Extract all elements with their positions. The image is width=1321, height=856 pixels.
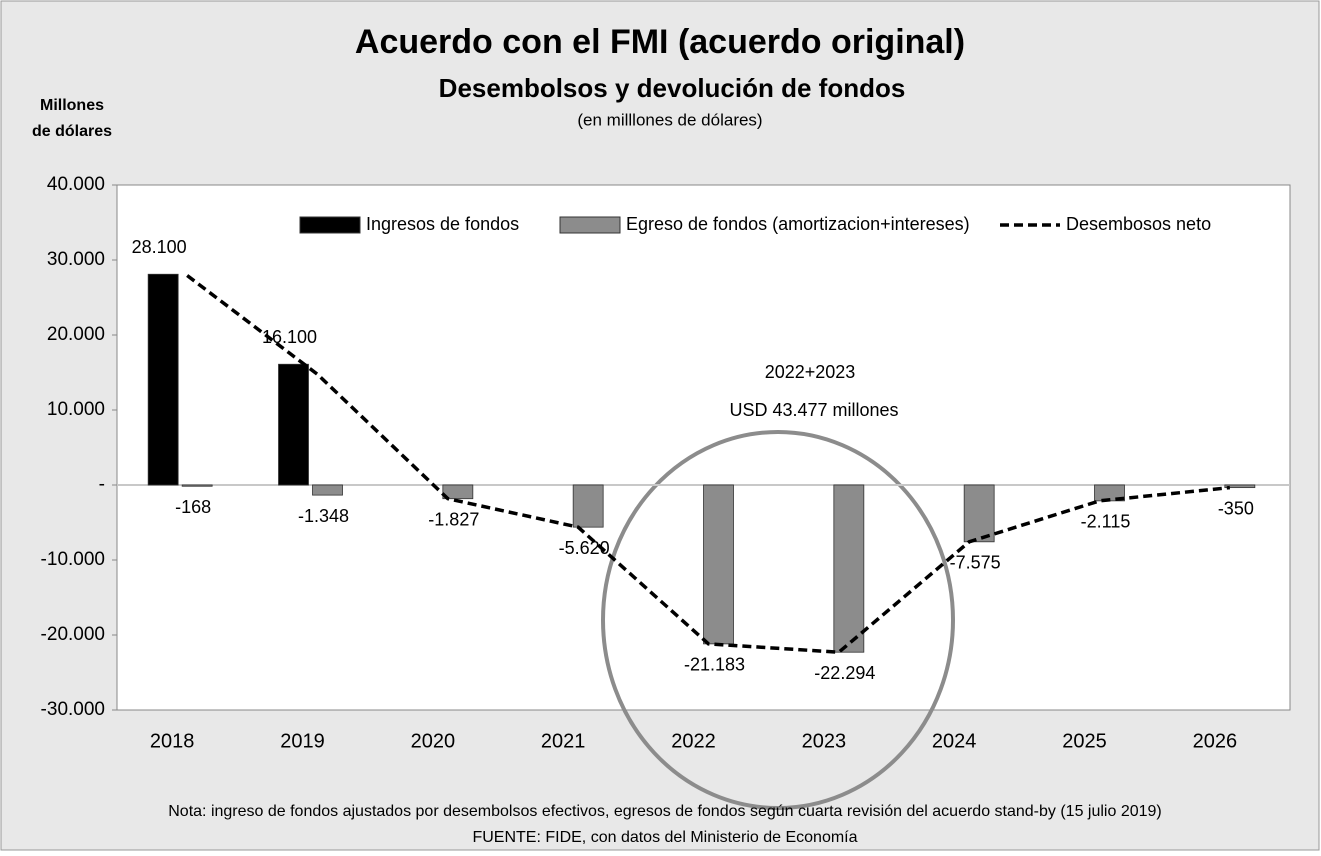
annotation: USD 43.477 millones: [729, 400, 898, 420]
legend-swatch: [559, 216, 621, 234]
y-tick-label: -: [99, 474, 105, 495]
line: [186, 274, 1231, 654]
bar: [833, 484, 865, 653]
x-tick-label: 2019: [280, 730, 325, 752]
legend-label: Ingresos de fondos: [366, 214, 519, 234]
bar: [442, 484, 474, 500]
x-tick-label: 2018: [150, 730, 195, 752]
note: Nota: ingreso de fondos ajustados por de…: [168, 803, 1162, 820]
chart-subtitle: (en milllones de dólares): [577, 110, 762, 129]
data-label: -2.115: [1081, 512, 1131, 532]
y-axis-label: Millones: [40, 97, 104, 114]
bar: [147, 273, 179, 486]
x-tick-label: 2021: [541, 730, 586, 752]
x-tick-label: 2024: [932, 730, 977, 752]
legend-swatch: [299, 216, 361, 234]
y-tick-label: -20.000: [41, 624, 105, 645]
bar: [1224, 484, 1256, 489]
data-label: 16.100: [262, 327, 317, 347]
data-label: -1.827: [428, 509, 479, 529]
highlight-circle: [601, 430, 955, 810]
data-label: 28.100: [132, 237, 187, 257]
data-label: -5.620: [559, 538, 610, 558]
y-tick-label: 20.000: [47, 324, 105, 345]
bar: [703, 484, 734, 645]
data-label: -168: [175, 497, 211, 517]
y-axis-label: de dólares: [32, 123, 112, 140]
bar: [181, 484, 213, 487]
y-tick-label: 10.000: [47, 399, 105, 420]
y-tick-label: 30.000: [47, 249, 105, 270]
data-label: -1.348: [298, 506, 349, 526]
y-tick-label: 40.000: [47, 174, 105, 195]
data-label: -350: [1218, 498, 1254, 518]
x-tick-label: 2020: [411, 730, 456, 752]
bar: [963, 484, 995, 543]
chart-subtitle: Desembolsos y devolución de fondos: [439, 73, 906, 103]
legend-label: Egreso de fondos (amortizacion+intereses…: [626, 214, 970, 234]
y-tick-label: -30.000: [41, 699, 105, 720]
chart-title: Acuerdo con el FMI (acuerdo original): [355, 23, 965, 61]
x-tick-label: 2023: [802, 730, 847, 752]
x-tick-label: 2022: [671, 730, 716, 752]
data-label: -21.183: [684, 655, 745, 675]
legend-label: Desembosos neto: [1066, 214, 1211, 234]
source: FUENTE: FIDE, con datos del Ministerio d…: [472, 829, 857, 846]
data-label: -22.294: [814, 663, 875, 683]
x-tick-label: 2026: [1193, 730, 1238, 752]
bar: [312, 484, 343, 496]
x-tick-label: 2025: [1062, 730, 1107, 752]
y-tick-label: -10.000: [41, 549, 105, 570]
annotation: 2022+2023: [765, 362, 856, 382]
bar: [572, 484, 604, 528]
data-label: -7.575: [950, 553, 1001, 573]
bar: [278, 363, 309, 486]
